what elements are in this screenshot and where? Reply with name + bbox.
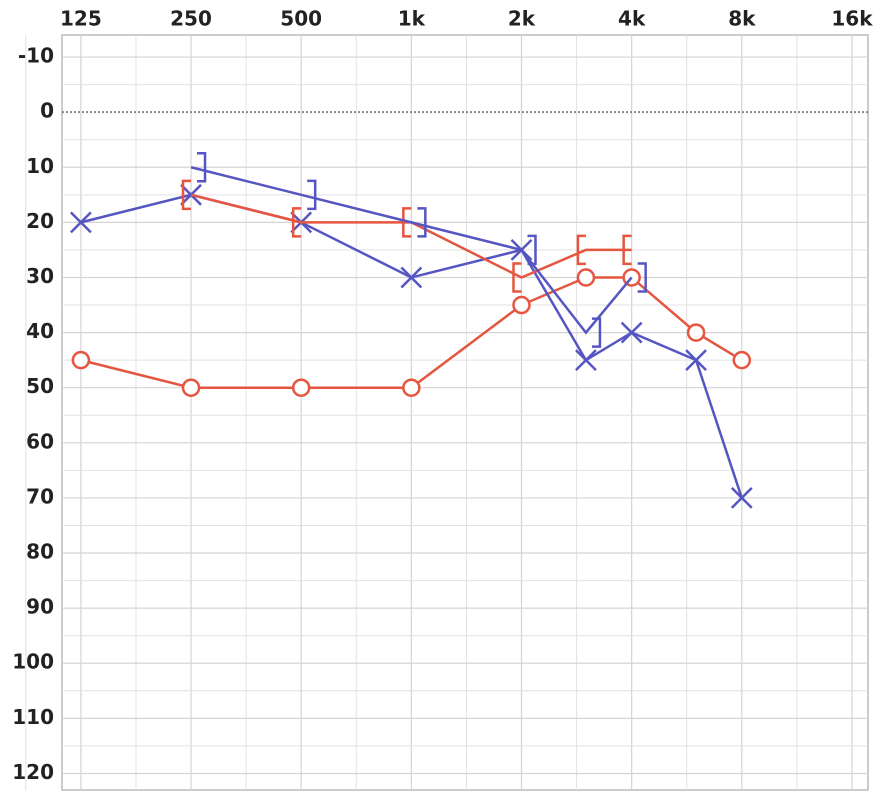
x-tick-label: 250	[170, 7, 212, 31]
series	[181, 179, 632, 293]
y-tick-label: -10	[18, 44, 54, 68]
y-tick-label: 80	[26, 540, 54, 564]
left-bracket-marker	[291, 207, 302, 238]
x-marker	[400, 266, 423, 289]
right-bracket-marker	[527, 234, 537, 266]
y-tick-label: 70	[26, 484, 54, 508]
circle-marker	[576, 268, 596, 287]
right-bracket-marker	[417, 207, 427, 238]
y-tick-label: 90	[26, 595, 54, 619]
circle-marker	[402, 378, 421, 397]
circle-marker	[686, 323, 706, 342]
y-tick-label: 50	[26, 374, 54, 398]
series	[190, 152, 647, 348]
y-tick-label: 110	[12, 705, 54, 729]
x-tick-label: 8k	[728, 7, 756, 31]
circle-marker	[512, 295, 531, 315]
right-bracket-marker	[637, 262, 647, 293]
circle-marker	[71, 350, 91, 370]
left-bracket-marker	[402, 207, 412, 238]
plot-frame	[61, 34, 869, 791]
x-marker	[685, 349, 707, 372]
x-marker	[730, 487, 753, 509]
x-tick-label: 500	[280, 7, 322, 31]
right-bracket-marker	[197, 152, 207, 183]
y-tick-label: 20	[26, 209, 54, 233]
circle-marker	[181, 378, 201, 397]
left-bracket-marker	[512, 262, 522, 293]
left-bracket-marker	[622, 234, 632, 266]
left-bracket-marker	[181, 179, 192, 211]
series-line	[190, 166, 633, 335]
y-tick-label: 100	[12, 650, 54, 674]
x-tick-label: 125	[60, 7, 102, 31]
x-tick-label: 1k	[398, 7, 426, 31]
x-marker	[69, 211, 92, 234]
right-bracket-marker	[591, 317, 602, 348]
y-tick-label: 30	[26, 264, 54, 288]
y-tick-label: 0	[40, 99, 54, 123]
y-tick-label: 40	[26, 319, 54, 343]
y-tick-label: 60	[26, 429, 54, 453]
x-marker	[620, 321, 643, 344]
left-bracket-marker	[576, 234, 586, 266]
circle-marker	[732, 350, 752, 370]
x-tick-label: 16k	[831, 7, 873, 31]
x-tick-label: 4k	[618, 7, 646, 31]
right-bracket-marker	[307, 179, 317, 211]
x-marker	[575, 349, 597, 372]
x-tick-label: 2k	[508, 7, 536, 31]
y-tick-label: 10	[26, 154, 54, 178]
y-tick-label: 120	[12, 760, 54, 784]
circle-marker	[291, 378, 311, 397]
series-line	[190, 193, 632, 279]
